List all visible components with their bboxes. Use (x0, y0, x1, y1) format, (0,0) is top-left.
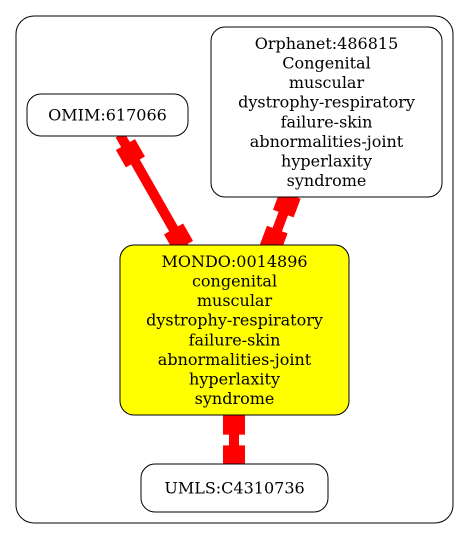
edge-head-marker (223, 445, 245, 466)
nodes-layer: OMIM:617066Orphanet:486815Congenitalmusc… (26, 26, 443, 513)
node-box (26, 93, 189, 137)
edge-orphanet-mondo (259, 190, 301, 253)
node-label-line: abnormalities-joint (250, 132, 404, 151)
node-label-line: Orphanet:486815 (255, 34, 399, 53)
node-label-line: failure-skin (281, 112, 373, 131)
node-box (119, 244, 350, 416)
node-label-line: Congenital (282, 53, 370, 72)
node-label-line: muscular (289, 73, 365, 92)
cluster-frame (15, 15, 454, 524)
node-label-line: muscular (197, 291, 273, 310)
node-label-line: failure-skin (189, 330, 281, 349)
node-box (210, 26, 443, 198)
edge-mondo-umls (223, 413, 245, 466)
node-label-line: hyperlaxity (281, 151, 372, 170)
node-label-line: UMLS:C4310736 (164, 478, 304, 497)
node-omim[interactable]: OMIM:617066 (26, 93, 189, 137)
node-label-line: syndrome (195, 389, 275, 408)
node-label-line: dystrophy-respiratory (238, 93, 415, 112)
node-label-line: congenital (192, 271, 277, 290)
edge-omim-mondo (115, 132, 194, 252)
node-box (140, 463, 329, 513)
edge-tail-marker (272, 190, 301, 218)
node-mondo[interactable]: MONDO:0014896congenitalmusculardystrophy… (119, 244, 350, 416)
edge-tail-marker (223, 414, 245, 435)
node-umls[interactable]: UMLS:C4310736 (140, 463, 329, 513)
edge-tail-marker (115, 139, 145, 168)
node-label-line: MONDO:0014896 (161, 252, 307, 271)
node-label-line: syndrome (287, 171, 367, 190)
node-orphanet[interactable]: Orphanet:486815Congenitalmusculardystrop… (210, 26, 443, 198)
node-label-line: OMIM:617066 (48, 105, 167, 124)
node-label-line: dystrophy-respiratory (146, 311, 323, 330)
node-label-line: abnormalities-joint (158, 350, 312, 369)
node-label-line: hyperlaxity (189, 369, 280, 388)
